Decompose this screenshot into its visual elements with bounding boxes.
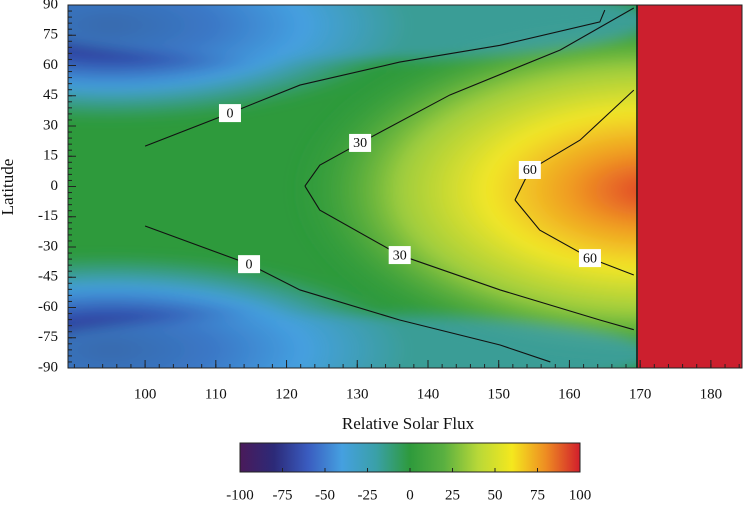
colorbar-tick-label: 50 <box>488 487 503 503</box>
y-tick-label: -15 <box>38 208 58 224</box>
y-tick-label: 15 <box>43 148 58 164</box>
x-tick-label: 180 <box>700 386 723 402</box>
y-tick-label: -45 <box>38 269 58 285</box>
contour-label: 0 <box>226 106 233 121</box>
y-tick-label: 60 <box>43 57 58 73</box>
contour-label: 60 <box>523 163 537 178</box>
field <box>68 5 742 368</box>
colorbar-tick-label: -50 <box>315 487 335 503</box>
contour-label-box <box>578 249 601 268</box>
y-tick-label: 75 <box>43 27 58 43</box>
contour-label-box <box>518 160 541 179</box>
y-tick-label: -75 <box>38 329 58 345</box>
contour-line <box>514 89 635 201</box>
x-tick-label: 120 <box>275 386 298 402</box>
colorbar <box>239 442 581 473</box>
contour-line <box>304 7 635 187</box>
contour-line <box>144 225 551 363</box>
colorbar-tick-label: -75 <box>273 487 293 503</box>
contour-label: 30 <box>393 248 407 263</box>
colorbar-tick-label: -25 <box>358 487 378 503</box>
x-tick-label: 140 <box>417 386 440 402</box>
y-tick-label: -60 <box>38 299 58 315</box>
colorbar-tick-label: 0 <box>406 487 414 503</box>
y-tick-label: 90 <box>43 0 58 12</box>
contour-label: 60 <box>583 251 597 266</box>
contour-label: 30 <box>353 136 367 151</box>
contour-label-box <box>349 133 372 152</box>
contour-line <box>304 185 634 331</box>
contour-label-box <box>238 255 261 274</box>
y-tick-label: 30 <box>43 117 58 133</box>
x-tick-label: 110 <box>205 386 227 402</box>
x-tick-label: 160 <box>558 386 581 402</box>
x-tick-label: 100 <box>134 386 157 402</box>
contour-line <box>514 199 634 276</box>
y-tick-label: -90 <box>38 359 58 375</box>
contour-label-box <box>218 104 241 123</box>
colorbar-tick-label: -100 <box>226 487 254 503</box>
colorbar-tick-label: 25 <box>445 487 460 503</box>
colorbar-tick-label: 100 <box>569 487 592 503</box>
colorbar-tick-label: 75 <box>530 487 545 503</box>
x-axis-label: Relative Solar Flux <box>342 414 475 433</box>
y-tick-label: 0 <box>51 178 59 194</box>
y-axis-label: Latitude <box>0 159 17 216</box>
x-tick-label: 150 <box>487 386 510 402</box>
contour-label-box <box>388 246 411 265</box>
y-tick-label: -30 <box>38 238 58 254</box>
x-tick-label: 170 <box>629 386 652 402</box>
contour-label: 0 <box>246 257 253 272</box>
x-tick-label: 130 <box>346 386 369 402</box>
y-tick-label: 45 <box>43 87 58 103</box>
